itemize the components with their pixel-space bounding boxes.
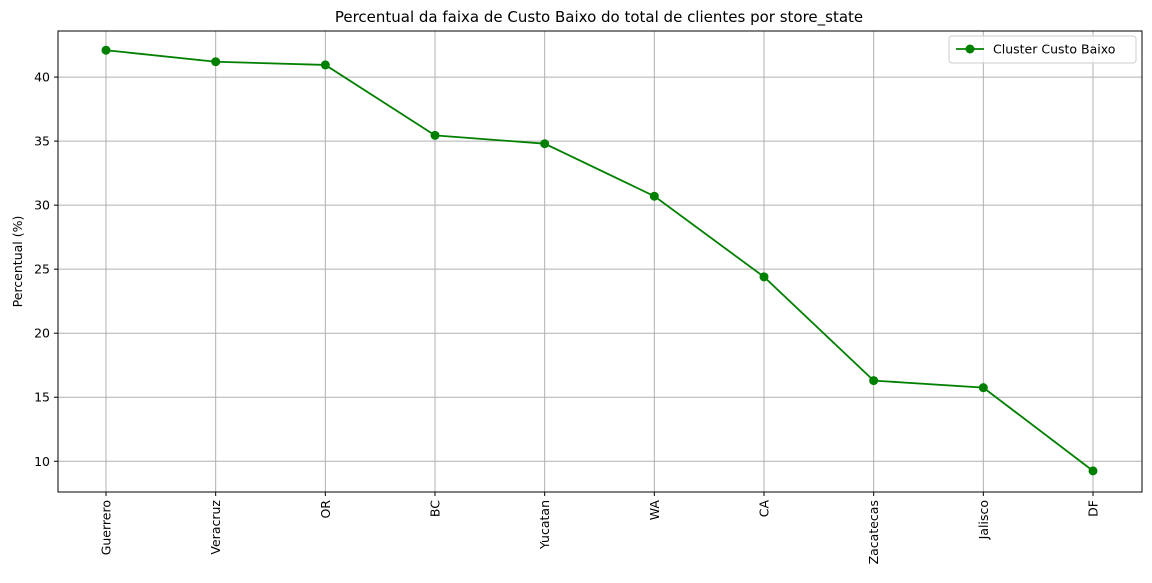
data-point bbox=[320, 60, 330, 70]
y-tick-label: 30 bbox=[34, 198, 50, 213]
x-tick-label: Yucatan bbox=[537, 500, 552, 550]
y-axis: 10 15 20 25 30 35 40 bbox=[34, 70, 58, 469]
series-layer bbox=[101, 45, 1098, 476]
y-axis-label: Percentual (%) bbox=[10, 216, 25, 308]
x-axis: Guerrero Veracruz OR BC Yucatan WA CA Zacatecas… bbox=[99, 492, 1101, 564]
x-tick-label: DF bbox=[1086, 500, 1101, 517]
data-point bbox=[759, 272, 769, 282]
x-tick-label: BC bbox=[428, 500, 443, 517]
data-point bbox=[540, 139, 550, 149]
x-tick-label: CA bbox=[757, 500, 772, 518]
x-tick-label: Jalisco bbox=[976, 500, 991, 540]
legend-label: Cluster Custo Baixo bbox=[993, 42, 1115, 57]
plot-frame bbox=[57, 30, 1143, 493]
legend: Cluster Custo Baixo bbox=[948, 35, 1137, 64]
y-tick-label: 15 bbox=[34, 390, 50, 405]
data-point bbox=[1088, 466, 1098, 476]
x-tick-label: WA bbox=[647, 500, 662, 521]
y-tick-label: 40 bbox=[34, 70, 50, 85]
grid-lines bbox=[58, 31, 1142, 492]
y-tick-label: 35 bbox=[34, 134, 50, 149]
x-tick-label: Zacatecas bbox=[866, 500, 881, 564]
x-tick-label: Veracruz bbox=[208, 500, 223, 555]
y-tick-label: 25 bbox=[34, 262, 50, 277]
data-point bbox=[978, 383, 988, 393]
x-tick-label: OR bbox=[318, 500, 333, 519]
y-tick-label: 20 bbox=[34, 326, 50, 341]
data-point bbox=[649, 191, 659, 201]
data-point bbox=[430, 130, 440, 140]
x-tick-label: Guerrero bbox=[99, 500, 114, 555]
chart-title: Percentual da faixa de Custo Baixo do to… bbox=[335, 8, 863, 27]
legend-point-marker bbox=[965, 44, 975, 54]
series-line bbox=[105, 49, 1094, 472]
data-point bbox=[869, 376, 879, 386]
legend-box bbox=[948, 35, 1137, 64]
data-point bbox=[101, 45, 111, 55]
data-point bbox=[211, 57, 221, 67]
y-tick-label: 10 bbox=[34, 454, 50, 469]
